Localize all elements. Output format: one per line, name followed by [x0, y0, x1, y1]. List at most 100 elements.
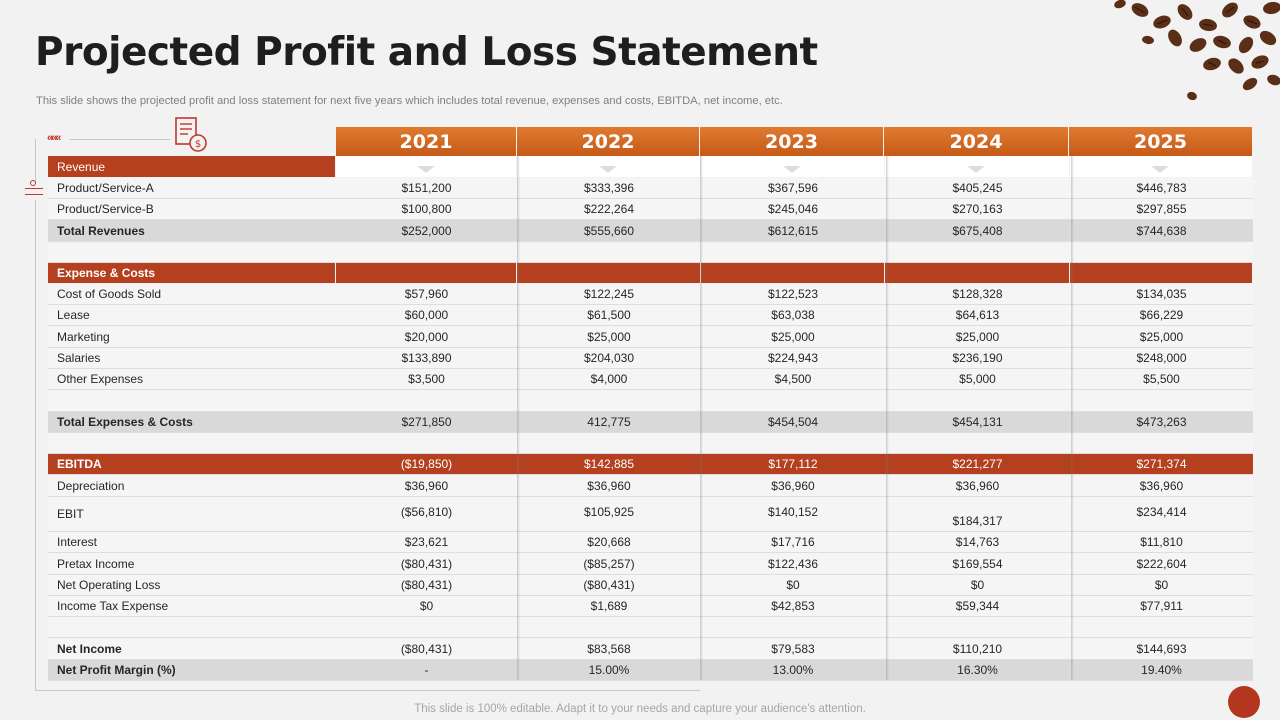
- value-cell-2023: $612,615: [701, 220, 885, 241]
- value-cell-2025: $134,035: [1070, 284, 1253, 304]
- row-label: EBITDA: [48, 454, 336, 474]
- table-row-other-expenses: Other Expenses $3,500 $4,000 $4,500 $5,000 $5…: [48, 369, 1253, 390]
- year-header-2023: 2023: [700, 127, 883, 156]
- table-row-lease: Lease $60,000 $61,500 $63,038 $64,613 $66,229: [48, 305, 1253, 326]
- value-cell-2025: 19.40%: [1070, 660, 1253, 680]
- value-cell-2022: $222,264: [517, 199, 701, 219]
- value-cell-2025: [1070, 242, 1253, 262]
- table-row-spacer: [48, 617, 1253, 638]
- column-shadow: [700, 156, 703, 680]
- value-cell-2024: $169,554: [885, 553, 1070, 574]
- value-cell-2025: $248,000: [1070, 348, 1253, 368]
- value-cell-2025: $36,960: [1070, 475, 1253, 496]
- value-cell-2025: $234,414: [1070, 497, 1253, 531]
- chevron-down-icon: [417, 166, 435, 173]
- value-cell-2022: 412,775: [517, 412, 701, 432]
- value-cell-2025: $297,855: [1070, 199, 1253, 219]
- decor-line: [35, 200, 36, 690]
- value-cell-2021: $3,500: [336, 369, 517, 389]
- table-row-total-revenues: Total Revenues $252,000 $555,660 $612,615 $6…: [48, 220, 1253, 242]
- svg-text:$: $: [195, 139, 201, 150]
- value-cell-2022: $1,689: [517, 596, 701, 616]
- value-cell-2025: $473,263: [1070, 412, 1253, 432]
- chevron-down-icon: [1151, 166, 1169, 173]
- value-cell-2025: $271,374: [1070, 454, 1253, 474]
- value-cell-2024: $454,131: [885, 412, 1070, 432]
- value-cell-2023: $79,583: [701, 638, 885, 659]
- value-cell-2024: [885, 617, 1070, 637]
- table-row-interest: Interest $23,621 $20,668 $17,716 $14,763 $11,…: [48, 532, 1253, 553]
- value-cell-2024: $270,163: [885, 199, 1070, 219]
- value-cell-2022: $105,925: [517, 497, 701, 531]
- value-cell-2023: $122,436: [701, 553, 885, 574]
- value-cell-2024: $675,408: [885, 220, 1070, 241]
- column-shadow: [517, 156, 520, 680]
- value-cell-2022: $20,668: [517, 532, 701, 552]
- value-cell-2025: [1070, 433, 1253, 453]
- value-cell-2021: ($56,810): [336, 497, 517, 531]
- value-cell-2025: $5,500: [1070, 369, 1253, 389]
- value-cell-2024: $236,190: [885, 348, 1070, 368]
- row-label: Net Operating Loss: [48, 575, 336, 595]
- value-cell-2024: [885, 263, 1070, 283]
- row-label: Pretax Income: [48, 553, 336, 574]
- row-label: Product/Service-A: [48, 178, 336, 198]
- value-cell-2024: $14,763: [885, 532, 1070, 552]
- row-label: Lease: [48, 305, 336, 325]
- table-row-marketing: Marketing $20,000 $25,000 $25,000 $25,000 $25…: [48, 326, 1253, 348]
- value-cell-2024: $64,613: [885, 305, 1070, 325]
- row-label: Revenue: [48, 156, 336, 177]
- column-shadow: [886, 156, 889, 680]
- table-row-product-a: Product/Service-A $151,200 $333,396 $367,59…: [48, 178, 1253, 199]
- table-row-net-income: Net Income ($80,431) $83,568 $79,583 $110,21…: [48, 638, 1253, 660]
- value-cell-2025: $77,911: [1070, 596, 1253, 616]
- value-cell-2022: [517, 263, 701, 283]
- value-cell-2024: $5,000: [885, 369, 1070, 389]
- table-row-ebitda: EBITDA ($19,850) $142,885 $177,112 $221,277 $…: [48, 454, 1253, 475]
- value-cell-2022: $36,960: [517, 475, 701, 496]
- table-row-income-tax: Income Tax Expense $0 $1,689 $42,853 $59,344…: [48, 596, 1253, 617]
- value-cell-2021: [336, 263, 517, 283]
- value-cell-2024: $110,210: [885, 638, 1070, 659]
- value-cell-2021: $271,850: [336, 412, 517, 432]
- value-cell-2024: $405,245: [885, 178, 1070, 198]
- value-cell-2021: [336, 617, 517, 637]
- year-header-2025: 2025: [1069, 127, 1252, 156]
- value-cell-2021: $133,890: [336, 348, 517, 368]
- value-cell-2022: $83,568: [517, 638, 701, 659]
- value-cell-2022: [517, 390, 701, 411]
- row-label: Total Expenses & Costs: [48, 412, 336, 432]
- value-cell-2024: $25,000: [885, 326, 1070, 347]
- value-cell-2024: 16.30%: [885, 660, 1070, 680]
- value-cell-2025: $11,810: [1070, 532, 1253, 552]
- value-cell-2025: [1070, 617, 1253, 637]
- table-row-total-expenses: Total Expenses & Costs $271,850 412,775 $45…: [48, 412, 1253, 433]
- value-cell-2022: 15.00%: [517, 660, 701, 680]
- table-row-depreciation: Depreciation $36,960 $36,960 $36,960 $36,960…: [48, 475, 1253, 497]
- value-cell-2021: ($80,431): [336, 575, 517, 595]
- table-row-spacer: [48, 390, 1253, 412]
- value-cell-2024: $128,328: [885, 284, 1070, 304]
- value-cell-2024: $0: [885, 575, 1070, 595]
- value-cell-2022: ($80,431): [517, 575, 701, 595]
- decor-line: [70, 139, 170, 140]
- row-label: Product/Service-B: [48, 199, 336, 219]
- decor-line: [35, 690, 700, 691]
- table-row-ebit: EBIT ($56,810) $105,925 $140,152 $184,317 $23…: [48, 497, 1253, 532]
- value-cell-2023: $245,046: [701, 199, 885, 219]
- column-shadow: [1071, 156, 1074, 680]
- value-cell-2023: $36,960: [701, 475, 885, 496]
- value-cell-2024: $221,277: [885, 454, 1070, 474]
- value-cell-2025: $144,693: [1070, 638, 1253, 659]
- table-row-product-b: Product/Service-B $100,800 $222,264 $245,04…: [48, 199, 1253, 220]
- row-label: Income Tax Expense: [48, 596, 336, 616]
- value-cell-2023: $25,000: [701, 326, 885, 347]
- value-cell-2021: ($80,431): [336, 553, 517, 574]
- table-row-net-operating-loss: Net Operating Loss ($80,431) ($80,431) $0 $0…: [48, 575, 1253, 596]
- value-cell-2022: [517, 617, 701, 637]
- value-cell-2022: [517, 433, 701, 453]
- value-cell-2021: ($19,850): [336, 454, 517, 474]
- chevron-down-icon: [967, 166, 985, 173]
- value-cell-2021: [336, 242, 517, 262]
- value-cell-2025: [1070, 263, 1253, 283]
